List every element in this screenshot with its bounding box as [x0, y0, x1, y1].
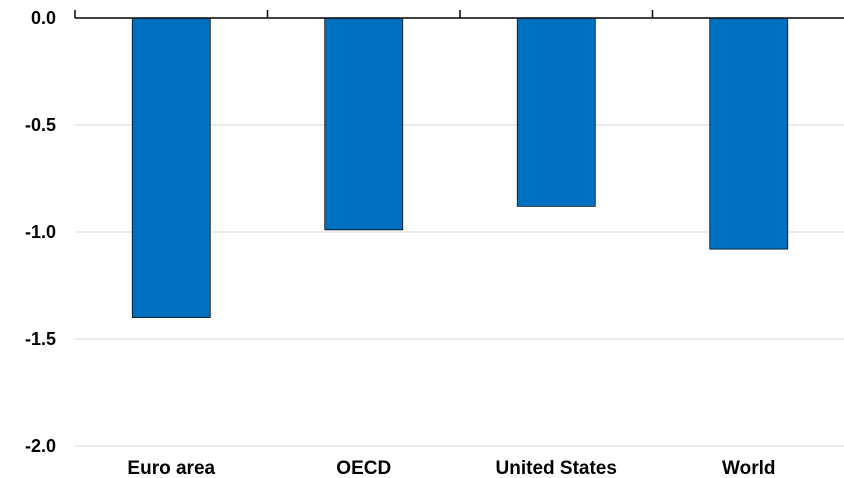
y-tick-label: 0.0 [31, 8, 56, 28]
y-tick-label: -1.0 [25, 222, 56, 242]
x-tick-label: World [722, 458, 775, 478]
bar-oecd [324, 17, 404, 231]
bar-euro-area [131, 17, 211, 318]
x-tick-label: United States [496, 458, 617, 478]
x-axis-tick-labels: Euro area OECD United States World [127, 458, 775, 478]
bars [131, 17, 789, 318]
y-tick-label: -0.5 [25, 115, 56, 135]
x-axis [74, 10, 844, 19]
x-tick-label: OECD [336, 458, 391, 478]
bar-world [709, 17, 789, 250]
y-axis-tick-labels: 0.0 -0.5 -1.0 -1.5 -2.0 [25, 8, 56, 456]
bar-united-states [516, 17, 596, 207]
y-tick-label: -2.0 [25, 436, 56, 456]
y-tick-label: -1.5 [25, 329, 56, 349]
x-tick-label: Euro area [127, 458, 215, 478]
